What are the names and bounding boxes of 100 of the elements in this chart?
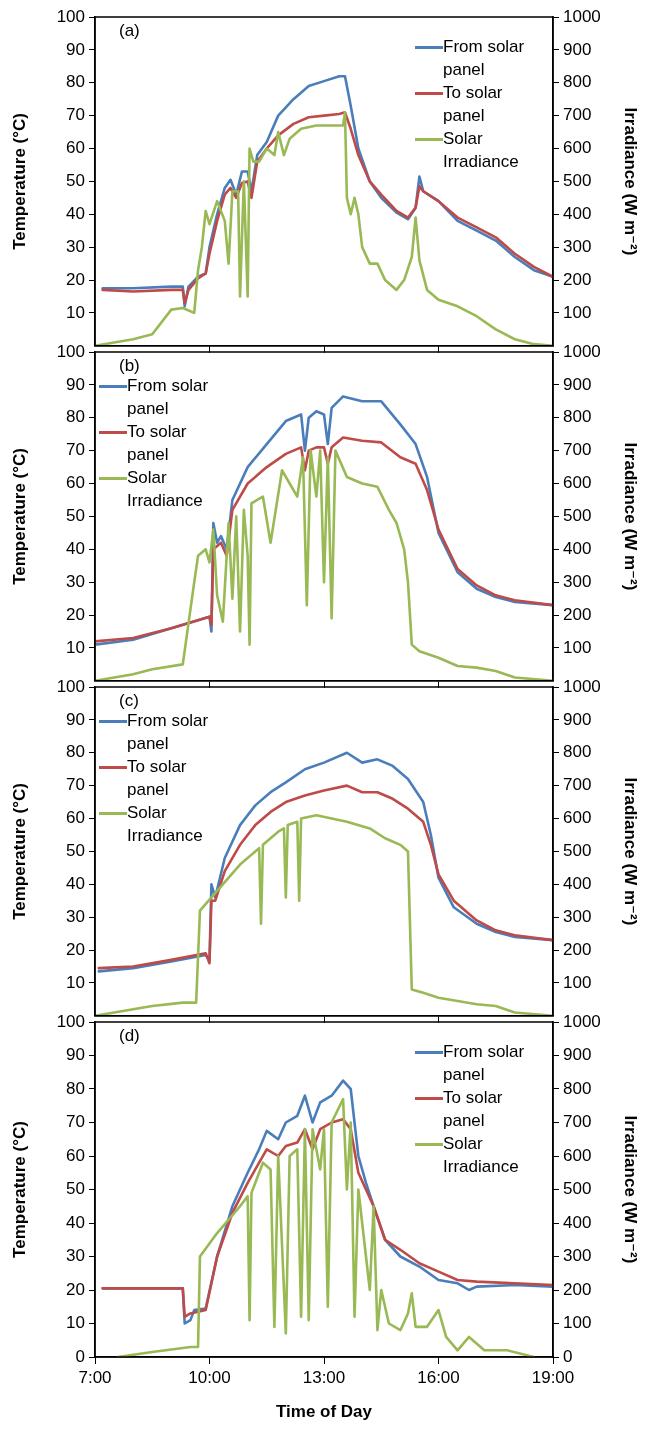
y-tick-label: 50: [66, 1179, 85, 1199]
y2-tick-label: 900: [563, 39, 592, 59]
y2-tick-label: 200: [563, 604, 592, 624]
y-tick-label: 60: [66, 473, 85, 493]
y2-tick-label: 400: [563, 203, 592, 223]
y2-tick-label: 700: [563, 775, 592, 795]
y-tick-label: 90: [66, 39, 85, 59]
y2-tick-label: 500: [563, 841, 592, 861]
y2-tick-label: 500: [563, 1179, 592, 1199]
y2-tick-label: 200: [563, 269, 592, 289]
legend-label: From solar panel: [443, 1041, 526, 1086]
y-tick-label: 70: [66, 775, 85, 795]
y-tick-label: 30: [66, 236, 85, 256]
y2-tick-label: 100: [563, 637, 592, 657]
y2-tick-label: 800: [563, 407, 592, 427]
y-tick-label: 90: [66, 1045, 85, 1065]
y-tick-label: 20: [66, 604, 85, 624]
y-tick-label: 80: [66, 407, 85, 427]
legend-label: To solar panel: [127, 421, 188, 466]
y-tick-label: 30: [66, 906, 85, 926]
y-tick-label: 10: [66, 637, 85, 657]
y-tick-label: 50: [66, 171, 85, 191]
y2-tick-label: 100: [563, 1313, 592, 1333]
legend-label: Solar Irradiance: [443, 128, 520, 173]
y2-tick-label: 900: [563, 709, 592, 729]
y-tick-label: 80: [66, 72, 85, 92]
y-tick-label: 90: [66, 709, 85, 729]
y-tick-label: 30: [66, 1246, 85, 1266]
y2-tick-label: 600: [563, 808, 592, 828]
y2-tick-label: 200: [563, 939, 592, 959]
y-tick-label: 20: [66, 1279, 85, 1299]
y2-axis-title: Irradiance (W m⁻²): [621, 107, 641, 256]
y2-tick-label: 0: [563, 1346, 573, 1366]
x-tick-label: 13:00: [302, 1367, 346, 1387]
y2-tick-label: 800: [563, 1078, 592, 1098]
y2-tick-label: 500: [563, 171, 592, 191]
y2-tick-label: 100: [563, 302, 592, 322]
y2-tick-label: 400: [563, 538, 592, 558]
legend-label: Solar Irradiance: [127, 802, 204, 847]
y-tick-label: 90: [66, 374, 85, 394]
y2-tick-label: 600: [563, 473, 592, 493]
x-tick-label: 10:00: [188, 1367, 231, 1387]
y2-tick-label: 700: [563, 440, 592, 460]
y-tick-label: 40: [66, 203, 85, 223]
y2-tick-label: 400: [563, 873, 592, 893]
y-tick-label: 20: [66, 939, 85, 959]
y-tick-label: 20: [66, 269, 85, 289]
y-tick-label: 50: [66, 841, 85, 861]
y2-tick-label: 300: [563, 906, 592, 926]
annotation: (c): [119, 691, 139, 711]
y-tick-label: 30: [66, 571, 85, 591]
y-tick-label: 10: [66, 1313, 85, 1333]
y2-tick-label: 300: [563, 1246, 592, 1266]
y-axis-title: Temperature (°C): [9, 112, 29, 250]
y-tick-label: 60: [66, 808, 85, 828]
legend-label: From solar panel: [127, 710, 210, 755]
y2-tick-label: 300: [563, 236, 592, 256]
y-axis-title: Temperature (°C): [9, 782, 29, 920]
y2-tick-label: 300: [563, 571, 592, 591]
y-tick-label: 100: [56, 1011, 85, 1031]
legend-label: From solar panel: [127, 375, 210, 420]
y-tick-label: 100: [56, 6, 85, 26]
y2-tick-label: 900: [563, 1045, 592, 1065]
y-tick-label: 50: [66, 506, 85, 526]
y2-axis-title: Irradiance (W m⁻²): [621, 442, 641, 591]
y2-axis-title: Irradiance (W m⁻²): [621, 1115, 641, 1264]
y-tick-label: 10: [66, 302, 85, 322]
y2-tick-label: 500: [563, 506, 592, 526]
y-tick-label: 100: [56, 676, 85, 696]
y-tick-label: 100: [56, 341, 85, 361]
legend-label: Solar Irradiance: [127, 467, 204, 512]
y2-tick-label: 1000: [563, 341, 601, 361]
legend-label: Solar Irradiance: [443, 1133, 520, 1178]
y2-tick-label: 800: [563, 72, 592, 92]
y-tick-label: 70: [66, 440, 85, 460]
legend-label: To solar panel: [443, 1087, 504, 1132]
legend-label: To solar panel: [127, 756, 188, 801]
y-tick-label: 80: [66, 1078, 85, 1098]
legend-label: From solar panel: [443, 36, 526, 81]
y-tick-label: 70: [66, 1112, 85, 1132]
y-tick-label: 60: [66, 138, 85, 158]
x-tick-label: 16:00: [417, 1367, 460, 1387]
y-tick-label: 40: [66, 538, 85, 558]
y2-tick-label: 1000: [563, 6, 601, 26]
y-tick-label: 40: [66, 873, 85, 893]
y-axis-title: Temperature (°C): [9, 1121, 29, 1258]
y2-tick-label: 1000: [563, 676, 601, 696]
y2-tick-label: 400: [563, 1212, 592, 1232]
annotation: (b): [119, 356, 140, 376]
x-axis-title: Time of Day: [275, 1402, 373, 1422]
y-tick-label: 40: [66, 1212, 85, 1232]
y-tick-label: 80: [66, 742, 85, 762]
annotation: (d): [119, 1026, 140, 1046]
y2-axis-title: Irradiance (W m⁻²): [621, 777, 641, 926]
y2-tick-label: 700: [563, 1112, 592, 1132]
y-tick-label: 10: [66, 972, 85, 992]
y2-tick-label: 1000: [563, 1011, 601, 1031]
legend-label: To solar panel: [443, 82, 504, 127]
y-axis-title: Temperature (°C): [9, 447, 29, 585]
y2-tick-label: 900: [563, 374, 592, 394]
